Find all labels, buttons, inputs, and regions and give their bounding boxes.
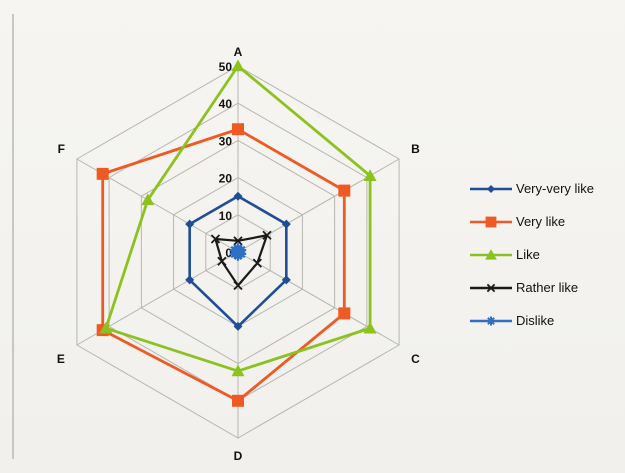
data-point [185, 219, 195, 229]
legend-marker [486, 283, 496, 292]
data-point [233, 236, 243, 246]
legend-marker [486, 184, 496, 193]
data-point [338, 184, 351, 197]
tick-label: 30 [219, 134, 233, 148]
data-point [262, 230, 272, 240]
legend-label: Dislike [516, 313, 555, 328]
legend-swatch [470, 216, 512, 227]
data-point [233, 280, 243, 291]
data-point [363, 169, 377, 181]
category-label: B [411, 142, 420, 156]
legend-swatch [470, 248, 512, 260]
legend-swatch [470, 316, 512, 325]
data-point [141, 193, 155, 206]
category-label: E [57, 352, 65, 366]
data-point [233, 191, 243, 201]
data-point [185, 275, 195, 285]
data-point [96, 167, 109, 180]
legend-item: Rather like [468, 271, 618, 304]
legend-item: Like [468, 238, 618, 271]
tick-label: 10 [219, 209, 233, 223]
chart-border-line [12, 14, 14, 459]
legend-swatch [470, 184, 512, 193]
data-point [210, 234, 221, 244]
data-point [231, 364, 245, 377]
legend-item: Very-very like [468, 172, 618, 205]
data-point [217, 256, 227, 266]
legend-marker [486, 316, 496, 325]
data-point [281, 219, 291, 229]
tick-label: 0 [225, 246, 232, 260]
category-label: D [234, 449, 243, 463]
data-point [252, 258, 262, 268]
tick-label: 50 [219, 60, 233, 74]
data-point [363, 321, 377, 334]
legend-item: Dislike [468, 304, 618, 337]
category-label: F [58, 142, 65, 156]
legend-label: Like [516, 247, 540, 262]
data-point [232, 394, 244, 407]
legend-swatch [470, 283, 512, 292]
legend-item: Very like [468, 205, 618, 238]
tick-label: 40 [219, 97, 233, 111]
data-point [231, 59, 245, 72]
legend-marker [485, 216, 497, 227]
legend-label: Very like [516, 214, 566, 229]
legend-label: Very-very like [516, 181, 595, 196]
tick-label: 20 [219, 172, 233, 186]
data-point [338, 307, 351, 320]
legend-label: Rather like [516, 280, 579, 295]
data-point [229, 245, 240, 256]
data-point [99, 321, 113, 334]
legend-marker [485, 248, 497, 260]
grid-spoke [237, 158, 400, 253]
data-point [233, 321, 243, 331]
legend: Very-very like Very like Like Rather like Di… [468, 172, 618, 337]
category-label: A [234, 45, 243, 59]
data-point [281, 275, 291, 285]
category-label: C [411, 352, 420, 366]
data-point [232, 123, 244, 136]
